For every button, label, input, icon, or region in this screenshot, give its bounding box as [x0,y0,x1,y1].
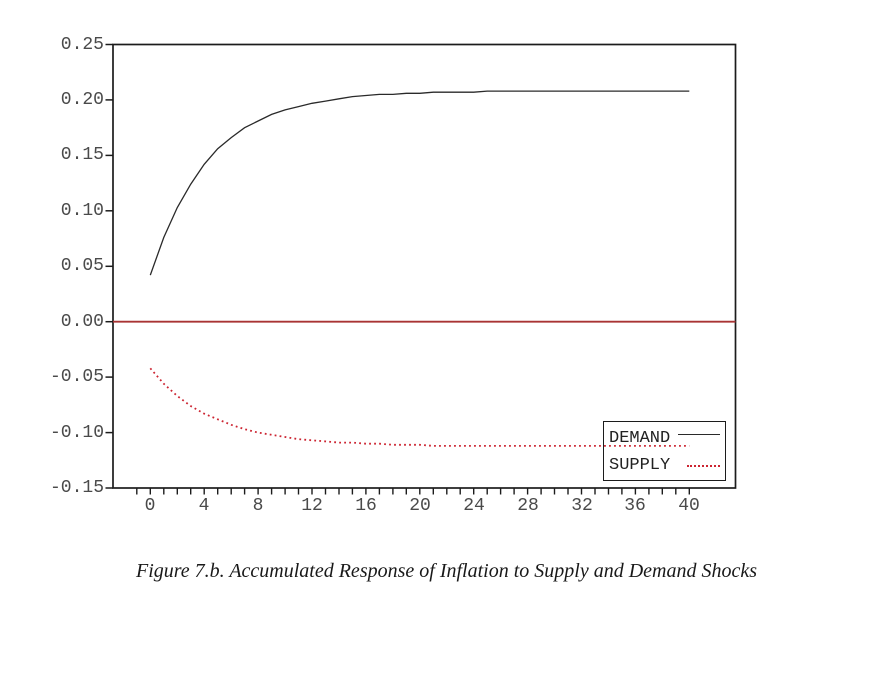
legend-entry-demand: DEMAND [609,425,720,452]
x-tick-label: 8 [252,496,264,516]
legend-box: DEMAND SUPPLY [603,421,726,481]
x-tick-label: 24 [463,496,485,516]
y-tick-label: -0.05 [49,367,104,387]
legend-label-supply: SUPPLY [609,456,671,475]
x-tick-label: 40 [678,496,700,516]
x-tick-label: 20 [409,496,431,516]
y-tick-label: 0.00 [60,312,104,332]
y-tick-label: 0.15 [60,145,104,165]
x-tick-label: 12 [301,496,323,516]
figure-caption: Figure 7.b. Accumulated Response of Infl… [135,560,757,582]
y-tick-label: 0.20 [60,90,104,110]
y-tick-label: -0.15 [49,478,104,498]
x-tick-label: 0 [144,496,156,516]
x-tick-label: 32 [571,496,593,516]
x-tick-label: 16 [355,496,377,516]
y-tick-label: -0.10 [49,423,104,443]
x-tick-label: 28 [517,496,539,516]
y-tick-label: 0.05 [60,256,104,276]
demand-line-sample-icon [678,434,720,435]
x-tick-label: 36 [624,496,646,516]
legend-entry-supply: SUPPLY [609,452,720,479]
x-tick-label: 4 [198,496,210,516]
supply-line-sample-icon [687,464,720,467]
y-tick-label: 0.25 [60,35,104,55]
legend-label-demand: DEMAND [609,429,671,448]
y-tick-label: 0.10 [60,201,104,221]
